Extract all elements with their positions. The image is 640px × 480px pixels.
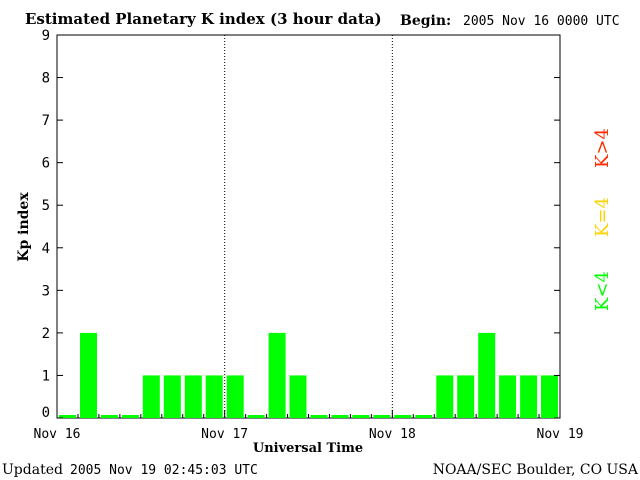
kp-bar [184, 375, 202, 418]
x-axis-label: Universal Time [253, 441, 363, 456]
y-tick-label: 8 [42, 71, 50, 87]
y-tick-label: 9 [42, 28, 50, 44]
kp-bar [163, 375, 181, 418]
updated-label: Updated [2, 462, 63, 478]
bars-group [59, 332, 558, 418]
kp-bar [289, 375, 307, 418]
kp-bar [457, 375, 475, 418]
y-tick-label: 2 [42, 326, 50, 342]
kp-bar [499, 375, 517, 418]
kp-bar [205, 375, 223, 418]
legend-k-equal-4: K=4 [592, 197, 613, 237]
y-tick-label: 0 [42, 405, 50, 421]
x-tick-label: Nov 19 [537, 427, 584, 442]
kp-bar [373, 415, 391, 418]
kp-bar [247, 415, 265, 418]
y-tick-label: 3 [42, 283, 50, 299]
y-tick-label: 5 [42, 198, 50, 214]
y-tick-label: 6 [42, 156, 50, 172]
kp-bar [352, 415, 370, 418]
legend-k-greater-4: K>4 [592, 128, 613, 168]
kp-bar [331, 415, 349, 418]
y-axis-label: Kp index [16, 192, 32, 262]
y-tick-label: 7 [42, 113, 50, 129]
chart-title: Estimated Planetary K index (3 hour data… [25, 10, 382, 28]
kp-bar [520, 375, 538, 418]
legend-k-less-4: K<4 [592, 271, 613, 311]
kp-bar [268, 332, 286, 418]
x-tick-label: Nov 16 [34, 427, 81, 442]
kp-bar [415, 415, 433, 418]
kp-bar [121, 415, 139, 418]
x-tick-label: Nov 17 [201, 427, 248, 442]
kp-bar [100, 415, 118, 418]
kp-bar [541, 375, 558, 418]
y-ticks-group: 0 1 2 3 4 5 6 7 8 9 [42, 28, 560, 421]
y-tick-label: 1 [42, 368, 50, 384]
x-ticks-group: Nov 16 Nov 17 Nov 18 Nov 19 [34, 410, 584, 442]
y-tick-label: 4 [42, 241, 50, 257]
kp-bar [394, 415, 412, 418]
kp-bar [59, 415, 76, 418]
x-tick-label: Nov 18 [369, 427, 416, 442]
day-separators [224, 35, 393, 418]
kp-bar [436, 375, 454, 418]
kp-bar [310, 415, 328, 418]
kp-bar [226, 375, 244, 418]
updated-value: 2005 Nov 19 02:45:03 UTC [70, 463, 258, 478]
kp-bar [80, 332, 97, 418]
begin-label: Begin: [400, 13, 451, 29]
begin-value: 2005 Nov 16 0000 UTC [463, 14, 620, 29]
kp-bar [142, 375, 160, 418]
kp-bar [478, 332, 496, 418]
data-source: NOAA/SEC Boulder, CO USA [433, 462, 639, 478]
